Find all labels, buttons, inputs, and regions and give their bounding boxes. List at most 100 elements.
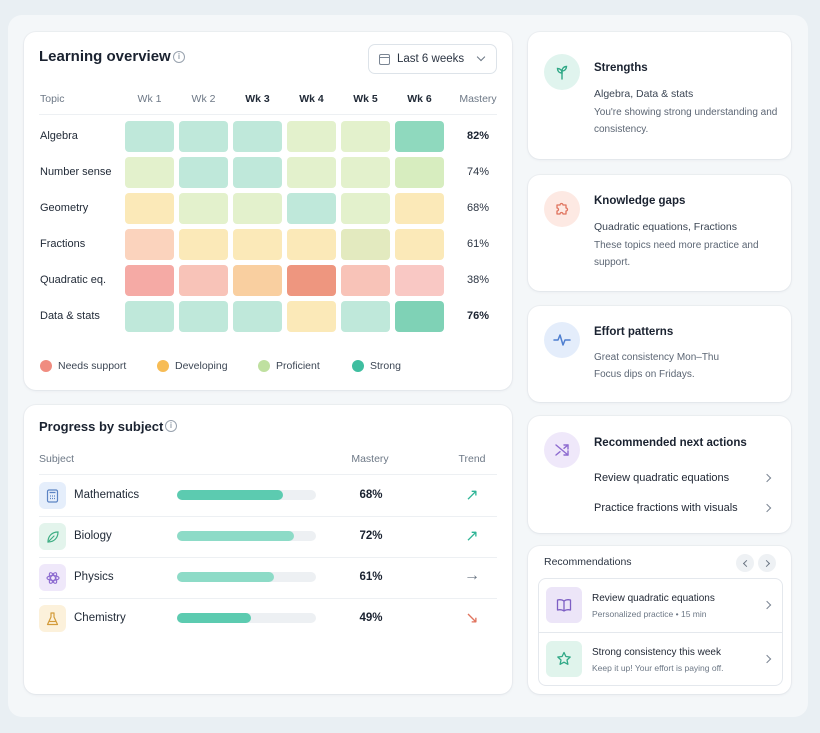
heatmap-cell[interactable]: [179, 157, 228, 188]
heatmap-cell[interactable]: [395, 193, 444, 224]
heatmap-cell[interactable]: [125, 301, 174, 332]
heatmap-cell[interactable]: [341, 157, 390, 188]
heatmap-cell[interactable]: [125, 265, 174, 296]
heatmap-cell[interactable]: [233, 121, 282, 152]
heatmap-cell[interactable]: [233, 193, 282, 224]
heatmap-mastery-value: 76%: [466, 310, 490, 322]
heatmap-cell[interactable]: [179, 265, 228, 296]
strengths-card[interactable]: Strengths Algebra, Data & stats You're s…: [528, 32, 791, 159]
heatmap-topic-label: Quadratic eq.: [40, 274, 107, 286]
progress-fill: [177, 613, 251, 623]
subject-mastery-value: 72%: [359, 530, 383, 542]
chevron-left-icon: [742, 559, 750, 567]
heatmap-cell[interactable]: [233, 265, 282, 296]
week-column-header: Wk 5: [353, 93, 378, 105]
shuffle-icon: [544, 432, 580, 468]
heatmap-topic-label: Data & stats: [40, 310, 100, 322]
heatmap-cell[interactable]: [395, 301, 444, 332]
next-button[interactable]: [758, 554, 776, 572]
prev-button[interactable]: [736, 554, 754, 572]
recommendation-list: Review quadratic equations Personalized …: [538, 578, 783, 686]
mastery-column-header: Mastery: [351, 453, 389, 465]
heatmap-cell[interactable]: [287, 121, 336, 152]
calendar-icon: [379, 53, 390, 65]
legend-proficient: Proficient: [258, 360, 320, 372]
subject-name: Biology: [74, 530, 112, 542]
recommendation-item[interactable]: Strong consistency this week Keep it up!…: [539, 633, 782, 687]
week-column-header: Wk 3: [245, 93, 270, 105]
mastery-progress-bar: [177, 531, 316, 541]
heatmap-cell[interactable]: [179, 301, 228, 332]
heatmap-cell[interactable]: [125, 121, 174, 152]
legend-label: Proficient: [276, 360, 320, 372]
trend-arrow-icon: ↗: [465, 528, 479, 545]
heatmap-mastery-value: 82%: [466, 130, 490, 142]
heatmap-topic-label: Algebra: [40, 130, 78, 142]
heatmap-cell[interactable]: [287, 157, 336, 188]
action-practice-fractions[interactable]: Practice fractions with visuals: [594, 502, 738, 514]
recommendation-item[interactable]: Review quadratic equations Personalized …: [539, 579, 782, 633]
heatmap-cell[interactable]: [395, 121, 444, 152]
subject-name: Physics: [74, 571, 114, 583]
chevron-right-icon: [762, 654, 772, 664]
heatmap-cell[interactable]: [341, 121, 390, 152]
heatmap-cell[interactable]: [233, 301, 282, 332]
subject-mastery-value: 49%: [359, 612, 383, 624]
recommendation-subtitle: Personalized practice • 15 min: [592, 609, 707, 619]
heatmap-cell[interactable]: [125, 193, 174, 224]
legend-needs-support: Needs support: [40, 360, 126, 372]
flask-icon: [39, 605, 66, 632]
action-review-quadratic[interactable]: Review quadratic equations: [594, 472, 730, 484]
effort-patterns-card[interactable]: Effort patterns Great consistency Mon–Th…: [528, 306, 791, 402]
header-divider: [39, 474, 497, 475]
heatmap-cell[interactable]: [287, 265, 336, 296]
heatmap-cell[interactable]: [233, 229, 282, 260]
knowledge-gaps-card[interactable]: Knowledge gaps Quadratic equations, Frac…: [528, 175, 791, 291]
subject-mastery-value: 61%: [359, 571, 383, 583]
progress-by-subject-card: Progress by subject i Subject Mastery Tr…: [24, 405, 512, 694]
calculator-icon: [39, 482, 66, 509]
heatmap-cell[interactable]: [395, 265, 444, 296]
trend-arrow-icon: →: [464, 567, 480, 584]
heatmap-mastery-value: 38%: [466, 274, 490, 286]
week-column-header: Wk 4: [299, 93, 324, 105]
next-actions-card: Recommended next actions Review quadrati…: [528, 416, 791, 533]
heatmap-cell[interactable]: [341, 265, 390, 296]
heatmap-cell[interactable]: [287, 229, 336, 260]
chevron-right-icon: [762, 559, 770, 567]
row-divider: [39, 516, 497, 517]
legend-strong: Strong: [352, 360, 401, 372]
heatmap-cell[interactable]: [233, 157, 282, 188]
recommendation-title: Strong consistency this week: [592, 647, 721, 658]
chevron-down-icon: [476, 52, 486, 62]
legend-label: Needs support: [58, 360, 127, 372]
heatmap-cell[interactable]: [395, 157, 444, 188]
heatmap-cell[interactable]: [125, 157, 174, 188]
heatmap-cell[interactable]: [179, 121, 228, 152]
leaf-icon: [39, 523, 66, 550]
heatmap-mastery-value: 74%: [466, 166, 490, 178]
heatmap-cell[interactable]: [287, 193, 336, 224]
header-divider: [39, 114, 497, 115]
next-actions-title: Recommended next actions: [594, 437, 747, 449]
heatmap-cell[interactable]: [125, 229, 174, 260]
date-range-value: Last 6 weeks: [397, 53, 465, 65]
heatmap-cell[interactable]: [179, 193, 228, 224]
heatmap-cell[interactable]: [341, 301, 390, 332]
heatmap-cell[interactable]: [341, 193, 390, 224]
heatmap-cell[interactable]: [341, 229, 390, 260]
subject-column-header: Subject: [39, 453, 75, 465]
info-icon[interactable]: i: [173, 51, 185, 63]
learning-overview-card: Learning overview i Last 6 weeks Topic W…: [24, 32, 512, 390]
progress-title: Progress by subject: [39, 419, 164, 434]
gaps-description: These topics need more practice and supp…: [594, 240, 759, 268]
row-divider: [39, 557, 497, 558]
date-range-select[interactable]: Last 6 weeks: [368, 44, 497, 74]
progress-fill: [177, 490, 283, 500]
heatmap-cell[interactable]: [395, 229, 444, 260]
subject-name: Mathematics: [74, 489, 140, 501]
heatmap-cell[interactable]: [179, 229, 228, 260]
legend-dot: [258, 360, 270, 372]
heatmap-cell[interactable]: [287, 301, 336, 332]
info-icon[interactable]: i: [165, 420, 177, 432]
